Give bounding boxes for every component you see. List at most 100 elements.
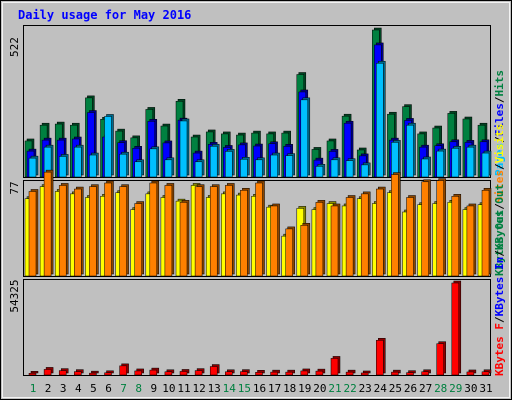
day-label-10: 10 <box>162 382 175 395</box>
day-label-12: 12 <box>192 382 205 395</box>
bars-hits-files-pages <box>24 27 492 178</box>
bar-sites-1 <box>28 189 39 277</box>
bar-sites-26 <box>406 195 416 277</box>
legend-files: Files <box>493 103 506 136</box>
bar-sites-10 <box>164 183 175 277</box>
bar-pages-27 <box>421 156 431 178</box>
day-label-29: 29 <box>449 382 462 395</box>
bar-kbytes-17 <box>270 369 280 376</box>
day-label-31: 31 <box>479 382 492 395</box>
bar-kbytes-13 <box>209 364 220 376</box>
ymax-label-hits: 522 <box>8 37 21 57</box>
ymax-label-visits: 77 <box>8 181 21 194</box>
legend-hits: Hits <box>493 70 506 97</box>
bar-kbytes-14 <box>225 369 235 376</box>
bar-sites-15 <box>240 187 250 277</box>
day-label-16: 16 <box>253 382 266 395</box>
bar-kbytes-12 <box>194 368 205 376</box>
day-label-24: 24 <box>374 382 388 395</box>
chart-title: Daily usage for May 2016 <box>18 8 191 22</box>
bar-pages-25 <box>391 140 401 178</box>
bar-sites-25 <box>391 172 401 277</box>
bar-pages-23 <box>360 162 371 178</box>
bar-sites-9 <box>149 180 160 277</box>
day-label-30: 30 <box>464 382 477 395</box>
bar-pages-15 <box>240 157 250 178</box>
bar-kbytes-15 <box>240 369 250 376</box>
legend-hits-files-pages: Pages/Files/Hits <box>493 70 506 176</box>
legend-kbin: KBytes In <box>493 257 506 317</box>
day-label-3: 3 <box>60 382 67 395</box>
day-label-1: 1 <box>30 382 37 395</box>
bar-kbytes-11 <box>179 369 190 376</box>
day-label-2: 2 <box>45 382 52 395</box>
bar-sites-31 <box>481 187 492 277</box>
day-label-7: 7 <box>120 382 127 395</box>
bars-visits-sites <box>24 169 492 277</box>
day-label-13: 13 <box>208 382 221 395</box>
day-label-14: 14 <box>223 382 237 395</box>
day-label-28: 28 <box>434 382 447 395</box>
bar-kbytes-1 <box>28 371 39 376</box>
bar-pages-12 <box>194 159 205 178</box>
bar-sites-24 <box>376 186 386 277</box>
day-label-22: 22 <box>343 382 356 395</box>
day-label-6: 6 <box>105 382 112 395</box>
bar-kbytes-26 <box>406 370 416 376</box>
bar-pages-6 <box>104 114 114 178</box>
bar-kbytes-30 <box>466 369 477 376</box>
bar-sites-21 <box>330 203 341 277</box>
bar-sites-18 <box>285 226 295 277</box>
bar-sites-7 <box>119 184 129 277</box>
bar-pages-13 <box>209 144 220 178</box>
day-label-23: 23 <box>359 382 372 395</box>
legend-visits: Visits <box>493 124 506 164</box>
bar-pages-9 <box>149 146 160 178</box>
bar-pages-4 <box>74 144 84 178</box>
bar-kbytes-6 <box>104 370 114 376</box>
bar-sites-14 <box>225 183 235 277</box>
bar-pages-17 <box>270 152 280 178</box>
legend-visits-sites: KBytes Out/Sites/Visits <box>493 124 506 276</box>
day-label-27: 27 <box>419 382 432 395</box>
day-label-21: 21 <box>328 382 341 395</box>
bar-kbytes-24 <box>376 338 386 376</box>
bar-pages-3 <box>58 154 69 178</box>
bar-sites-4 <box>74 186 84 277</box>
legend-kbout-3: KBytes Out <box>493 184 506 250</box>
bar-kbytes-8 <box>134 368 144 376</box>
day-label-9: 9 <box>150 382 157 395</box>
bar-kbytes-2 <box>43 367 54 376</box>
bar-pages-31 <box>481 150 492 178</box>
bar-kbytes-21 <box>330 356 341 376</box>
day-label-4: 4 <box>75 382 82 395</box>
day-label-25: 25 <box>389 382 402 395</box>
legend-kbout-2: KBytes Out <box>493 210 506 276</box>
bar-pages-5 <box>89 152 99 178</box>
bar-sites-22 <box>345 195 356 277</box>
bar-sites-12 <box>194 184 205 277</box>
bar-sites-30 <box>466 203 477 277</box>
day-label-15: 15 <box>238 382 251 395</box>
bar-sites-19 <box>300 223 311 277</box>
bar-sites-29 <box>451 194 462 277</box>
bar-pages-16 <box>255 157 265 178</box>
bars-kbytes <box>28 280 492 376</box>
legend-kbf: KBytes F <box>493 323 506 376</box>
bar-sites-20 <box>315 200 326 277</box>
bar-pages-26 <box>406 122 416 178</box>
day-label-19: 19 <box>298 382 311 395</box>
bar-pages-19 <box>300 97 311 178</box>
bar-kbytes-20 <box>315 368 326 376</box>
bar-sites-13 <box>209 184 220 277</box>
day-label-20: 20 <box>313 382 326 395</box>
bar-kbytes-22 <box>345 369 356 376</box>
bar-kbytes-5 <box>89 370 99 376</box>
bar-pages-10 <box>164 157 175 178</box>
bar-sites-16 <box>255 180 265 277</box>
bar-sites-3 <box>58 183 69 277</box>
bar-pages-11 <box>179 118 190 178</box>
bar-kbytes-10 <box>164 369 175 376</box>
